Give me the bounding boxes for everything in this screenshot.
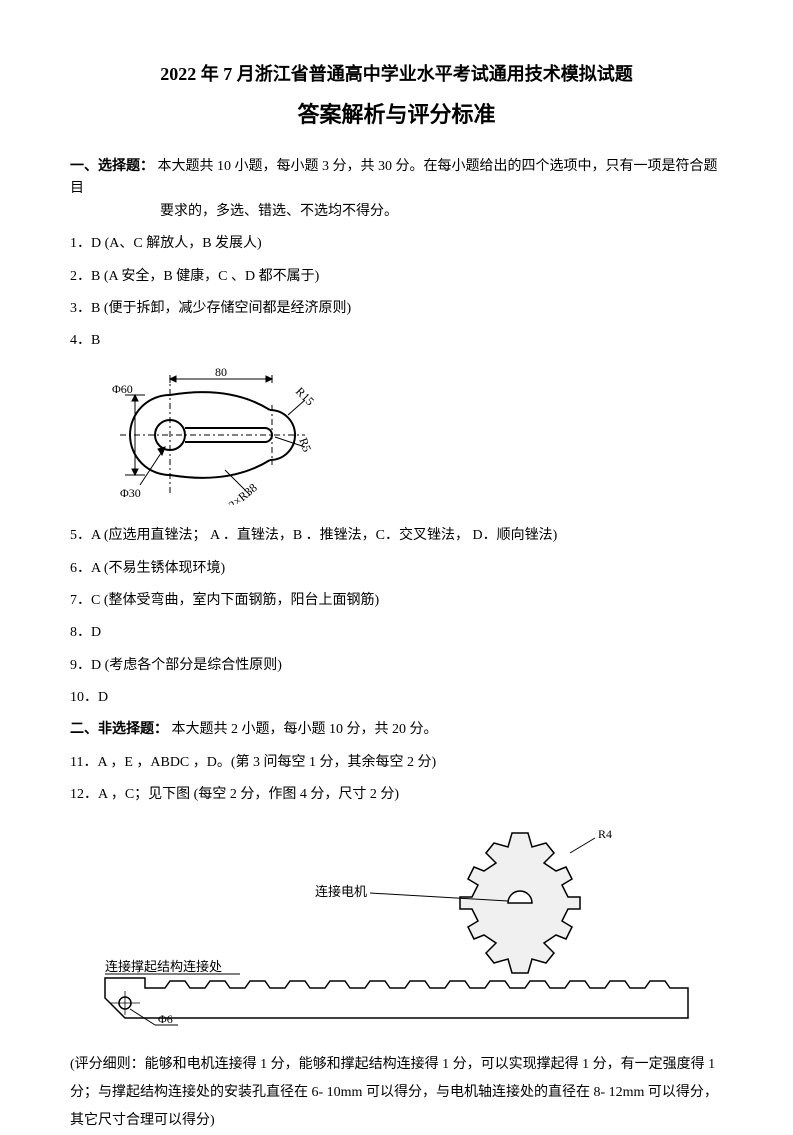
dim-r5: R5 bbox=[296, 436, 314, 454]
dim-r4: R4 bbox=[598, 827, 612, 841]
figure-2: R4 连接电机 Φ6 连接撑起结构连接处 bbox=[70, 823, 723, 1041]
answer-10: 10．D bbox=[70, 687, 723, 709]
dim-phi60: Φ60 bbox=[112, 382, 133, 396]
answer-8: 8．D bbox=[70, 622, 723, 644]
grading-text: (评分细则：能够和电机连接得 1 分，能够和撑起结构连接得 1 分，可以实现撑起… bbox=[70, 1051, 723, 1135]
section-1-desc1: 本大题共 10 小题，每小题 3 分，共 30 分。在每小题给出的四个选项中，只… bbox=[70, 159, 718, 196]
answer-2: 2．B (A 安全，B 健康，C 、D 都不属于) bbox=[70, 266, 723, 288]
section-2-label: 二、非选择题： bbox=[70, 722, 168, 737]
answer-6: 6．A (不易生锈体现环境) bbox=[70, 558, 723, 580]
section-2-desc: 本大题共 2 小题，每小题 10 分，共 20 分。 bbox=[172, 722, 438, 737]
answer-1: 1．D (A、C 解放人，B 发展人) bbox=[70, 233, 723, 255]
answer-12: 12．A ，C；见下图 (每空 2 分，作图 4 分，尺寸 2 分) bbox=[70, 784, 723, 806]
dim-r38: 2×R38 bbox=[226, 480, 260, 504]
section-1-header: 一、选择题： 本大题共 10 小题，每小题 3 分，共 30 分。在每小题给出的… bbox=[70, 156, 723, 201]
dim-phi30: Φ30 bbox=[120, 486, 141, 500]
dim-r15: R15 bbox=[293, 384, 317, 408]
answer-3: 3．B (便于拆卸，减少存储空间都是经济原则) bbox=[70, 298, 723, 320]
answer-4: 4．B bbox=[70, 330, 723, 352]
dim-phi6: Φ6 bbox=[158, 1012, 173, 1026]
label-motor: 连接电机 bbox=[315, 884, 367, 899]
title-sub: 答案解析与评分标准 bbox=[70, 97, 723, 132]
section-1-desc2: 要求的，多选、错选、不选均不得分。 bbox=[160, 201, 723, 223]
dim-80: 80 bbox=[215, 365, 227, 379]
figure-1: 80 Φ60 Φ30 R15 R5 2×R38 bbox=[110, 365, 723, 513]
section-2-header: 二、非选择题： 本大题共 2 小题，每小题 10 分，共 20 分。 bbox=[70, 719, 723, 741]
answer-9: 9．D (考虑各个部分是综合性原则) bbox=[70, 655, 723, 677]
title-main: 2022 年 7 月浙江省普通高中学业水平考试通用技术模拟试题 bbox=[70, 60, 723, 89]
label-support: 连接撑起结构连接处 bbox=[105, 959, 222, 974]
answer-5: 5．A (应选用直锉法； A ．直锉法，B ．推锉法，C．交叉锉法， D．顺向锉… bbox=[70, 525, 723, 547]
answer-11: 11．A ，E ，ABDC ，D。(第 3 问每空 1 分，其余每空 2 分) bbox=[70, 752, 723, 774]
section-1-label: 一、选择题： bbox=[70, 159, 154, 174]
answer-7: 7．C (整体受弯曲，室内下面钢筋，阳台上面钢筋) bbox=[70, 590, 723, 612]
